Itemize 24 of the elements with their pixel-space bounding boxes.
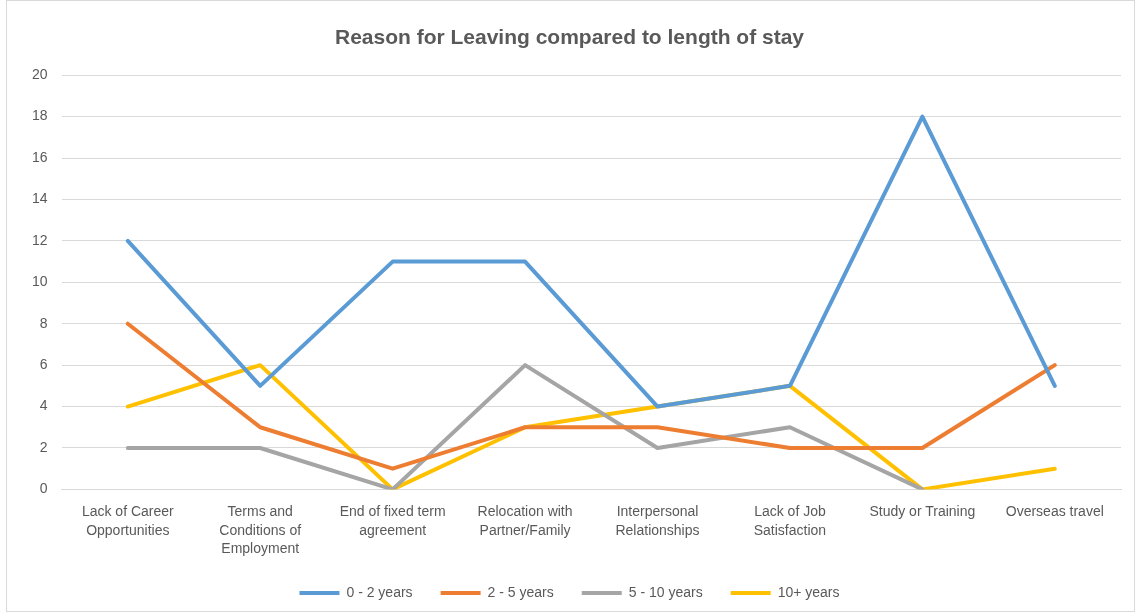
y-tick-label: 10 <box>31 273 48 290</box>
legend-label: 2 - 5 years <box>487 583 554 600</box>
legend-label: 10+ years <box>777 583 840 600</box>
x-tick-label: Interpersonal Relationships <box>615 503 700 538</box>
y-tick-label: 16 <box>31 148 48 165</box>
y-tick-label: 2 <box>39 438 48 455</box>
y-tick-label: 20 <box>31 66 48 83</box>
y-tick-label: 0 <box>39 480 48 497</box>
y-tick-label: 18 <box>31 107 48 124</box>
legend-label: 0 - 2 years <box>346 583 413 600</box>
x-tick-label: End of fixed term agreement <box>339 503 446 538</box>
x-tick-label: Relocation with Partner/Family <box>477 503 573 538</box>
x-tick-label: Lack of Career Opportunities <box>81 503 175 538</box>
chart-title: Reason for Leaving compared to length of stay <box>334 25 805 49</box>
y-tick-label: 8 <box>39 314 48 331</box>
y-tick-label: 6 <box>39 356 48 372</box>
x-tick-label: Lack of Job Satisfaction <box>753 503 827 538</box>
x-tick-label: Overseas travel <box>1005 503 1104 520</box>
x-tick-label: Study or Training <box>869 503 976 520</box>
legend-label: 5 - 10 years <box>628 583 703 600</box>
x-tick-label: Terms and Conditions of Employment <box>219 503 302 556</box>
y-tick-label: 4 <box>39 397 48 414</box>
y-tick-label: 12 <box>31 231 48 248</box>
y-tick-label: 14 <box>31 190 48 207</box>
